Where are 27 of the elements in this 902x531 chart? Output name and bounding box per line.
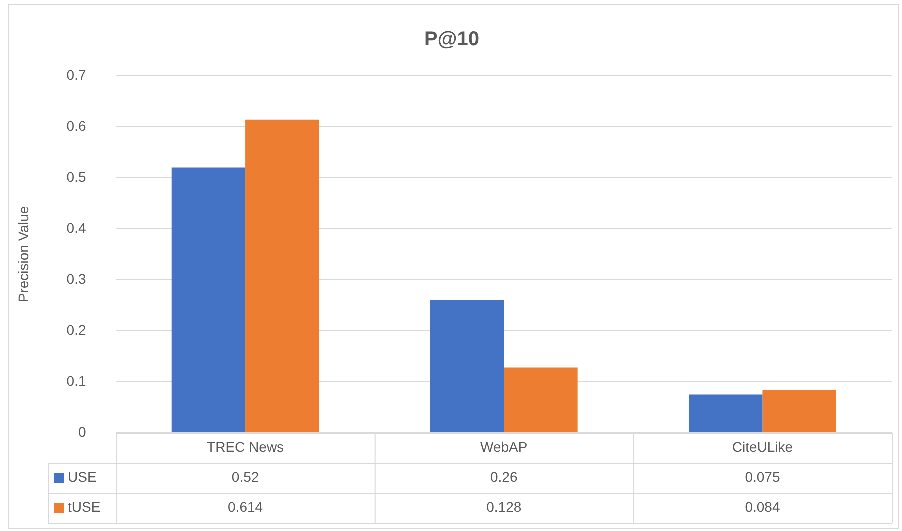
bar bbox=[689, 394, 763, 432]
y-tick-label: 0.4 bbox=[66, 220, 86, 236]
y-tick-label: 0.6 bbox=[66, 118, 86, 134]
y-tick-label: 0.7 bbox=[66, 66, 86, 83]
x-tick-label: CiteULike bbox=[732, 438, 794, 455]
x-tick-label: TREC News bbox=[207, 438, 284, 455]
legend-label: USE bbox=[68, 468, 97, 485]
y-axis-title: Precision Value bbox=[15, 206, 32, 303]
bar bbox=[246, 120, 320, 432]
bar bbox=[172, 168, 246, 432]
y-tick-label: 0.2 bbox=[66, 322, 86, 338]
y-tick-label: 0 bbox=[78, 424, 86, 440]
data-label: 0.075 bbox=[745, 468, 780, 485]
data-label: 0.52 bbox=[232, 468, 260, 485]
y-tick-label: 0.5 bbox=[66, 168, 86, 185]
data-label: 0.614 bbox=[228, 498, 264, 515]
legend-label: tUSE bbox=[68, 498, 101, 515]
data-label: 0.084 bbox=[745, 498, 780, 515]
bar bbox=[504, 368, 578, 432]
data-label: 0.26 bbox=[490, 468, 518, 485]
y-tick-label: 0.1 bbox=[66, 372, 86, 389]
bar bbox=[762, 390, 836, 432]
y-tick-label: 0.3 bbox=[66, 270, 86, 287]
bar bbox=[430, 300, 504, 432]
chart-title: P@10 bbox=[424, 28, 480, 51]
x-tick-label: WebAP bbox=[480, 438, 528, 455]
data-label: 0.128 bbox=[486, 498, 522, 515]
